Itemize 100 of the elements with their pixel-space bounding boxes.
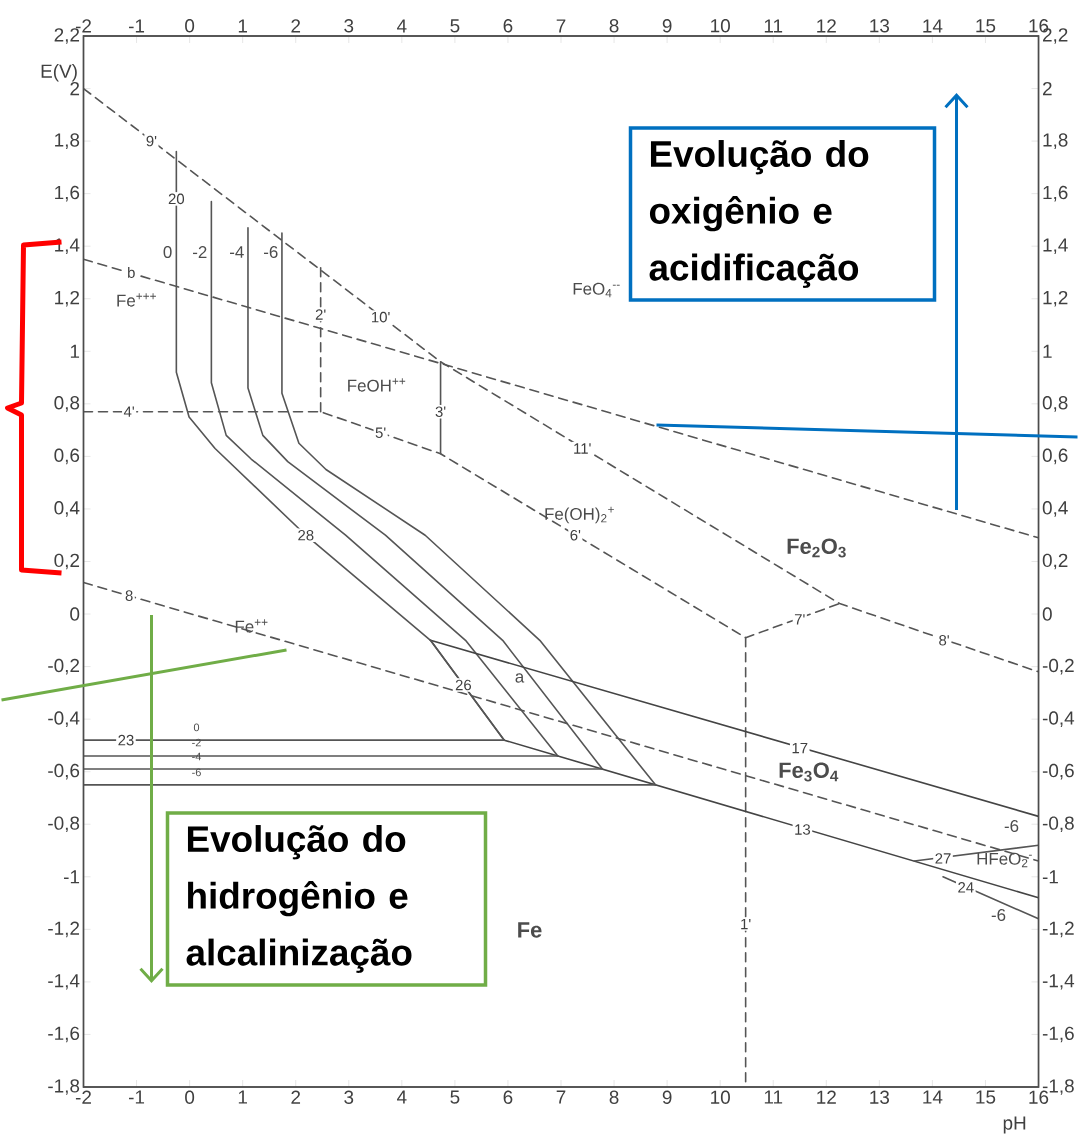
annotation: 24 [958, 882, 974, 893]
x2-tick-label: 12 [817, 19, 836, 33]
annotation: 27 [935, 853, 951, 864]
y-tick-label: -1,6 [48, 1026, 80, 1043]
y-tick-label: 0 [70, 607, 80, 621]
y2-tick-label: 0,2 [1042, 553, 1068, 570]
y-axis-title: E(V) [41, 63, 77, 82]
annotation: HFeO$_{2}$- [977, 852, 1032, 868]
y2-tick-label: -0,4 [1042, 711, 1075, 727]
y2-tick-label: 0,8 [1042, 396, 1068, 412]
y2-tick-label: -1 [1042, 870, 1058, 884]
annotation: 13 [795, 824, 811, 835]
x2-tick-label: 10 [711, 19, 730, 33]
y2-tick-label: -0,6 [1042, 763, 1074, 780]
x2-tick-label: 1 [238, 19, 248, 33]
y-tick-label: 0,2 [54, 553, 80, 570]
annotation: Fe$^{+++}$ [117, 293, 156, 307]
annotation: FeOH$^{++}$ [348, 378, 406, 392]
annotation: 6' [570, 529, 581, 541]
x-tick-label: 0 [185, 1090, 195, 1104]
x2-tick-label: 3 [344, 19, 354, 33]
y-tick-label: 2 [70, 81, 80, 96]
y2-tick-label: -1,4 [1042, 974, 1075, 990]
annotation: Fe(OH)$_{2}$+ [545, 506, 614, 524]
x-axis-title: pH [1003, 1116, 1026, 1134]
annotation: 2' [315, 309, 326, 320]
y2-tick-label: 1 [1043, 344, 1052, 358]
y2-tick-label: 0,6 [1042, 448, 1068, 465]
y2-tick-label: -1,6 [1042, 1026, 1074, 1043]
y-tick-label: -1,4 [48, 974, 80, 990]
y2-tick-label: 2 [1043, 81, 1052, 96]
x-tick-label: 9 [662, 1090, 672, 1104]
x2-tick-label: 7 [556, 19, 566, 33]
annotation: -6 [264, 245, 278, 258]
x2-tick-label: -1 [129, 19, 145, 33]
y-tick-label: -1 [64, 870, 80, 884]
y2-tick-label: 1,8 [1043, 133, 1068, 149]
x-tick-label: 5 [450, 1090, 460, 1104]
annotation: Fe$^{++}$ [235, 619, 268, 633]
annotation: 8' [939, 635, 949, 646]
x-tick-label: 4 [397, 1090, 407, 1104]
y-tick-label: 0,6 [54, 448, 80, 465]
y-tick-label: -0,8 [48, 816, 80, 833]
annotation: 9' [146, 135, 157, 147]
y-tick-label: 1,2 [55, 290, 80, 307]
annotation: -6 [991, 909, 1006, 921]
annotation: -4 [192, 752, 202, 761]
y-tick-label: 1,6 [55, 185, 80, 202]
annotation: -2 [193, 246, 207, 258]
annotation: 0 [193, 723, 200, 732]
annotation: 26 [455, 679, 472, 691]
annotation: 0 [163, 245, 172, 258]
x-tick-label: 11 [764, 1090, 783, 1104]
x-tick-label: -1 [129, 1090, 145, 1104]
y2-tick-label: -0,8 [1042, 816, 1074, 833]
annotation: 3' [435, 406, 446, 418]
y2-tick-label: 0,4 [1042, 501, 1068, 517]
x-tick-label: 12 [817, 1090, 836, 1104]
x-tick-label: 2 [291, 1090, 301, 1104]
annotation: Fe$_{2}$O$_{3}$ [787, 538, 846, 558]
y2-tick-label: -0,2 [1042, 658, 1074, 675]
annotation: -4 [230, 246, 244, 258]
x2-tick-label: 4 [397, 19, 407, 33]
x2-tick-label: 15 [976, 19, 996, 33]
x2-tick-label: 13 [870, 19, 890, 33]
annotation: -6 [1004, 820, 1019, 832]
x-tick-label: 10 [711, 1090, 730, 1104]
y2-tick-label: 1,6 [1043, 185, 1068, 202]
annotation: 17 [792, 742, 808, 754]
x-tick-label: 13 [870, 1090, 890, 1104]
y-tick-label: -0,4 [48, 711, 80, 727]
x2-tick-label: 5 [450, 19, 460, 33]
annotation: Evolução do hidrogênio e alcalinização [186, 825, 412, 973]
annotation: 1' [741, 918, 751, 930]
y2-tick-label: 1,4 [1043, 238, 1068, 254]
annotation: Evolução do oxigênio e acidificação [649, 140, 869, 288]
y-tick-label: -1,2 [48, 921, 80, 938]
x2-tick-label: 11 [764, 19, 783, 33]
annotation: Fe$_{3}$O$_{4}$ [779, 762, 839, 782]
annotation: 23 [118, 734, 134, 746]
y-tick-label: -0,2 [48, 658, 80, 675]
annotation: -6 [192, 768, 201, 777]
x2-tick-label: 2 [291, 19, 301, 33]
annotation: Fe [518, 922, 542, 938]
x2-tick-label: 9 [662, 19, 672, 33]
x2-tick-label: 14 [923, 19, 943, 33]
annotation: 7' [794, 614, 805, 625]
y2-tick-label: 1,2 [1043, 290, 1068, 307]
y-tick-label: 1,8 [55, 133, 80, 149]
x-tick-label: 15 [976, 1090, 996, 1104]
y2-tick-label: 0 [1042, 607, 1052, 621]
y-tick-label: 0,4 [54, 501, 80, 517]
annotation: a [515, 673, 525, 683]
annotation: 11' [574, 443, 591, 454]
annotation: 4' [123, 406, 134, 417]
x2-tick-label: 0 [185, 19, 195, 33]
annotation: 5' [375, 427, 386, 438]
x-tick-label: 6 [503, 1090, 513, 1104]
x2-tick-label: 8 [609, 19, 619, 33]
x-tick-label: 3 [344, 1090, 354, 1104]
